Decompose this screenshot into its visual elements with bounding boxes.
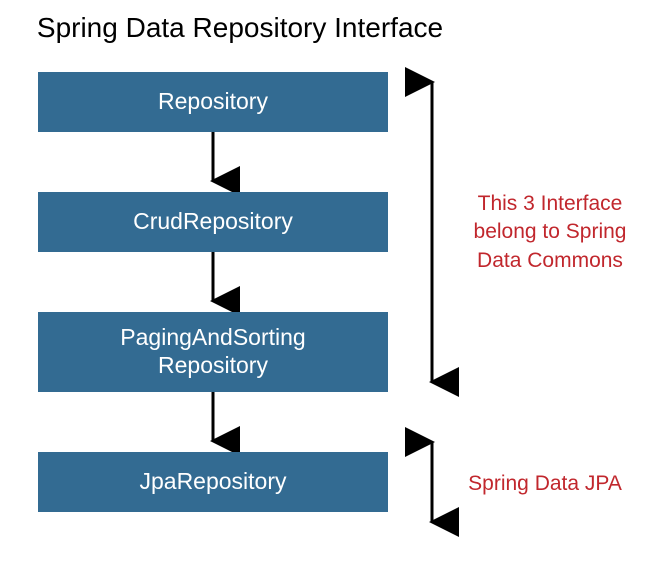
box-jparepository: JpaRepository	[38, 452, 388, 512]
box-repository: Repository	[38, 72, 388, 132]
diagram-title: Spring Data Repository Interface	[0, 12, 480, 44]
box-crud: CrudRepository	[38, 192, 388, 252]
note-commons: This 3 Interface belong to Spring Data C…	[460, 190, 640, 275]
note-jpa: Spring Data JPA	[460, 470, 630, 498]
box-pagingsorting: PagingAndSorting Repository	[38, 312, 388, 392]
box-label: CrudRepository	[123, 208, 303, 236]
box-label: JpaRepository	[129, 468, 296, 496]
box-label: PagingAndSorting Repository	[110, 324, 315, 379]
box-label: Repository	[148, 88, 278, 116]
diagram-canvas: Spring Data Repository Interface Reposit…	[0, 0, 650, 576]
